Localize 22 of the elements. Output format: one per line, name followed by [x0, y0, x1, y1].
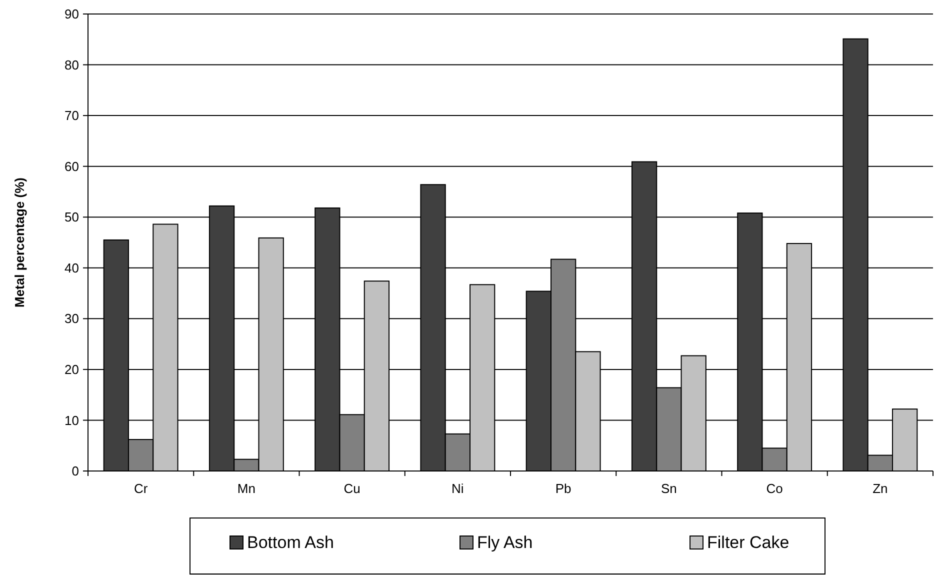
legend-label: Filter Cake: [707, 533, 790, 552]
x-tick-label: Ni: [452, 481, 464, 496]
x-tick-label: Cr: [134, 481, 148, 496]
x-tick-label: Co: [766, 481, 783, 496]
x-tick-label: Sn: [660, 481, 677, 496]
y-tick-label: 10: [64, 412, 79, 428]
y-tick-label: 30: [64, 311, 79, 326]
x-tick-label: Cu: [344, 481, 360, 496]
legend-label: Fly Ash: [477, 533, 533, 552]
y-tick-label: 20: [64, 362, 79, 377]
y-tick-label: 90: [64, 6, 79, 22]
y-tick-label: 40: [64, 260, 79, 276]
x-tick-label: Mn: [237, 481, 256, 496]
y-tick-label: 0: [72, 464, 79, 479]
y-tick-label: 80: [64, 57, 79, 72]
x-tick-label: Zn: [872, 481, 888, 496]
x-tick-label: Pb: [555, 481, 572, 496]
y-tick-label: 70: [64, 108, 79, 124]
y-tick-label: 60: [64, 158, 79, 174]
y-axis-title: Metal percentage (%): [12, 177, 27, 308]
legend-label: Bottom Ash: [247, 533, 334, 552]
y-tick-label: 50: [64, 210, 79, 225]
